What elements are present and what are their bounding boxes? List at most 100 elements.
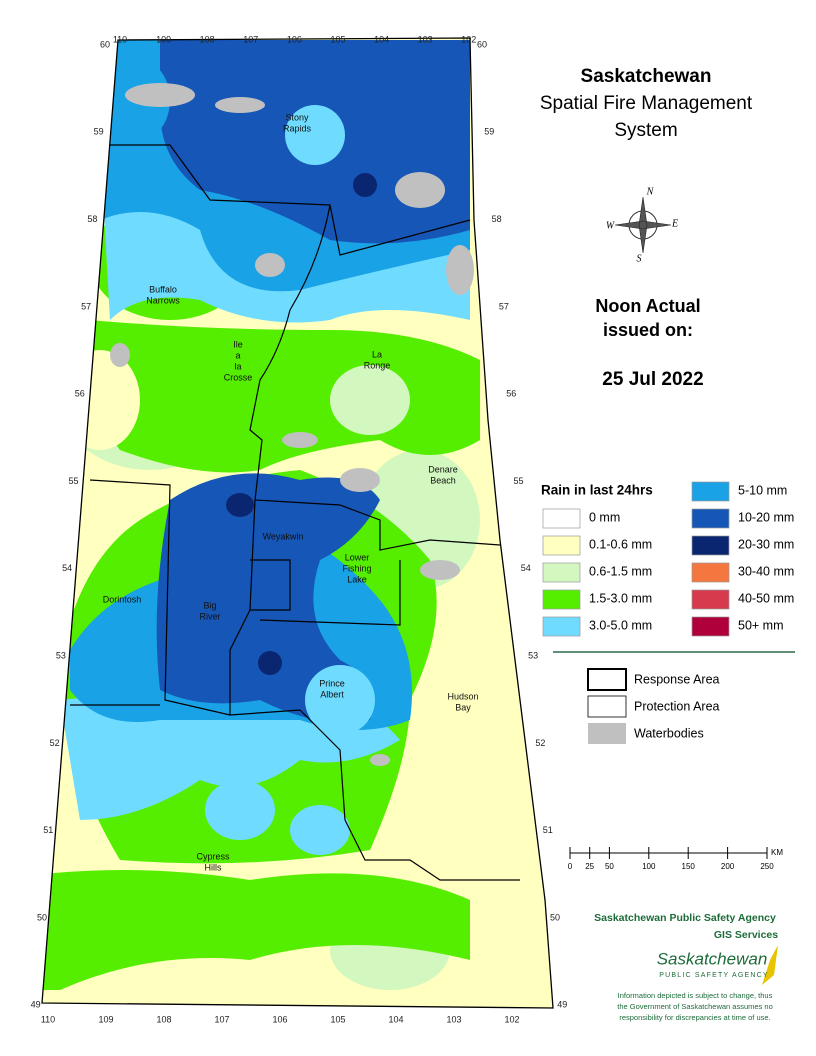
place-label: la: [234, 361, 241, 371]
latitude-label: 58: [87, 214, 97, 224]
rain-legend-label: 10-20 mm: [738, 510, 794, 524]
latitude-label: 51: [43, 825, 53, 835]
compass-letter: N: [646, 186, 655, 197]
rain-legend-label: 1.5-3.0 mm: [589, 591, 652, 605]
latitude-label: 50: [37, 912, 47, 922]
rain-legend-label: 50+ mm: [738, 618, 784, 632]
longitude-label: 103: [446, 1014, 461, 1024]
area-legend-label: Response Area: [634, 672, 720, 686]
rain-swatch: [542, 535, 581, 556]
place-label: Hills: [205, 862, 222, 872]
longitude-label: 109: [98, 1014, 113, 1024]
place-label: Stony: [285, 112, 309, 122]
place-label: Albert: [320, 689, 344, 699]
scale-label: 250: [760, 862, 774, 871]
issue-date: 25 Jul 2022: [602, 369, 703, 390]
place-label: Bay: [455, 702, 471, 712]
longitude-label: 104: [388, 1014, 403, 1024]
latitude-label: 52: [535, 738, 545, 748]
place-label: Big: [203, 600, 216, 610]
scale-label: 0: [568, 862, 573, 871]
longitude-label: 109: [156, 34, 171, 44]
rain-legend-label: 3.0-5.0 mm: [589, 618, 652, 632]
rain-swatch: [691, 589, 730, 610]
latitude-label: 60: [100, 39, 110, 49]
longitude-label: 110: [113, 34, 127, 44]
place-label: Narrows: [146, 295, 180, 305]
disclaimer: Information depicted is subject to chang…: [618, 991, 773, 1000]
scale-label: 100: [642, 862, 656, 871]
disclaimer: the Government of Saskatchewan assumes n…: [617, 1002, 773, 1011]
latitude-label: 56: [75, 389, 85, 399]
place-label: Hudson: [447, 691, 478, 701]
rain-swatch: [691, 481, 730, 502]
scale-label: 50: [605, 862, 614, 871]
issue-heading: Noon Actual: [595, 296, 700, 316]
latitude-label: 58: [492, 214, 502, 224]
rain-legend-label: 20-30 mm: [738, 537, 794, 551]
rain-swatch: [542, 589, 581, 610]
agency-unit: GIS Services: [714, 929, 778, 941]
area-legend-label: Waterbodies: [634, 726, 704, 740]
rain-swatch: [542, 616, 581, 637]
longitude-label: 102: [504, 1014, 519, 1024]
place-label: Buffalo: [149, 284, 177, 294]
place-label: Lower: [345, 552, 370, 562]
rain-surface: [42, 38, 553, 1008]
place-label: La: [372, 349, 382, 359]
compass-letter: W: [606, 220, 616, 231]
latitude-label: 60: [477, 39, 487, 49]
place-label: Rapids: [283, 123, 312, 133]
place-label: Denare: [428, 464, 458, 474]
scale-label: 25: [585, 862, 594, 871]
longitude-label: 106: [287, 34, 302, 44]
longitude-label: 104: [374, 34, 389, 44]
title-line: Saskatchewan: [581, 66, 712, 87]
longitude-label: 102: [461, 34, 476, 44]
rain-swatch: [542, 562, 581, 583]
latitude-label: 51: [543, 825, 553, 835]
protection-area-swatch: [587, 695, 627, 718]
longitude-label: 108: [156, 1014, 171, 1024]
latitude-label: 54: [62, 563, 72, 573]
latitude-label: 57: [81, 301, 91, 311]
agency-name: Saskatchewan Public Safety Agency: [594, 912, 776, 924]
compass-letter: E: [671, 218, 678, 229]
rain-legend-title: Rain in last 24hrs: [541, 483, 653, 498]
longitude-label: 107: [243, 34, 258, 44]
latitude-label: 49: [557, 1000, 567, 1010]
place-label: Crosse: [224, 372, 253, 382]
longitude-label: 107: [214, 1014, 229, 1024]
place-label: Prince: [319, 678, 345, 688]
logo-subtext: PUBLIC SAFETY AGENCY: [659, 972, 768, 979]
longitude-label: 108: [200, 34, 215, 44]
place-label: a: [235, 350, 240, 360]
latitude-label: 53: [528, 650, 538, 660]
place-label: Ronge: [364, 360, 391, 370]
latitude-label: 57: [499, 301, 509, 311]
area-legend-label: Protection Area: [634, 699, 720, 713]
place-label: Dorintosh: [103, 594, 142, 604]
scale-label: 150: [682, 862, 696, 871]
rain-swatch: [691, 562, 730, 583]
place-label: Weyakwin: [263, 531, 304, 541]
rain-swatch: [691, 508, 730, 529]
longitude-label: 106: [272, 1014, 287, 1024]
longitude-label: 103: [418, 34, 433, 44]
issue-heading: issued on:: [603, 320, 693, 340]
province-outline: [41, 37, 554, 1009]
rain-legend-label: 5-10 mm: [738, 483, 787, 497]
place-label: Cypress: [196, 851, 230, 861]
latitude-label: 59: [94, 127, 104, 137]
rain-legend-label: 0.6-1.5 mm: [589, 564, 652, 578]
response-areas: [70, 144, 520, 881]
place-label: Beach: [430, 475, 456, 485]
rain-legend-label: 40-50 mm: [738, 591, 794, 605]
place-label: Lake: [347, 574, 367, 584]
latitude-label: 53: [56, 650, 66, 660]
rain-legend-label: 30-40 mm: [738, 564, 794, 578]
longitude-label: 105: [330, 34, 345, 44]
place-label: River: [199, 611, 220, 621]
latitude-label: 54: [521, 563, 531, 573]
